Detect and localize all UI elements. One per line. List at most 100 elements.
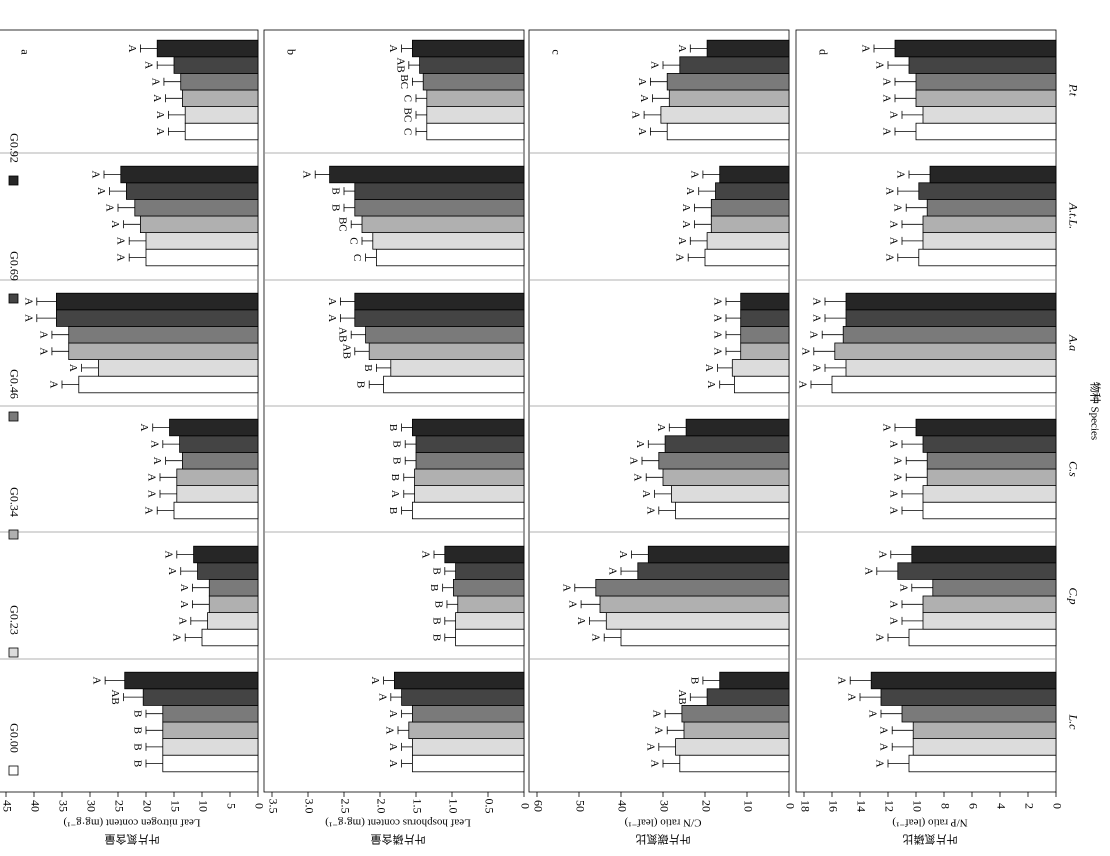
significance-label: A (674, 254, 686, 262)
bar (98, 359, 259, 377)
bar (68, 342, 259, 361)
bar (354, 198, 525, 217)
significance-label: A (845, 693, 857, 701)
tick-label: 20 (699, 800, 713, 812)
tick-label: 40 (615, 800, 629, 812)
legend-label: G0.34 (7, 487, 21, 517)
bar (184, 122, 259, 141)
bar (354, 182, 525, 200)
bar (710, 198, 790, 217)
bar (411, 705, 525, 723)
bar (444, 545, 525, 564)
bar (365, 325, 525, 344)
bar (393, 671, 525, 690)
bar (912, 721, 1057, 740)
bar (78, 375, 259, 394)
significance-label: A (866, 710, 878, 718)
significance-label: AB (394, 57, 406, 72)
bar (679, 754, 790, 773)
significance-label: A (887, 237, 899, 245)
significance-label: A (109, 220, 121, 228)
legend-swatch (8, 175, 19, 186)
legend-swatch (8, 411, 19, 422)
significance-label: A (606, 567, 618, 575)
bar (411, 39, 525, 58)
bar (706, 688, 790, 706)
significance-label: AB (337, 327, 349, 342)
significance-label: A (22, 298, 34, 306)
bar (180, 73, 259, 91)
bar (834, 342, 1057, 361)
significance-label: A (145, 473, 157, 481)
significance-label: B (428, 584, 440, 591)
y-axis-title: Leaf hosphorus content (mg·g⁻¹) (325, 816, 471, 828)
significance-label: A (89, 171, 101, 179)
y-axis-title: C/N ratio (leaf⁻¹) (624, 816, 701, 828)
bar (176, 468, 259, 487)
significance-label: A (636, 78, 648, 86)
bar (162, 721, 259, 740)
legend-swatch (8, 293, 19, 304)
significance-label: A (880, 78, 892, 86)
bar (179, 435, 259, 453)
tick-label: 50 (573, 800, 587, 812)
tick-label: 10 (196, 800, 210, 812)
significance-label: A (644, 507, 656, 515)
significance-label: B (391, 457, 403, 464)
tick-label: 0 (518, 803, 532, 809)
bar (124, 671, 259, 690)
significance-label: C (351, 254, 363, 261)
significance-label: A (880, 128, 892, 136)
significance-label: A (655, 424, 667, 432)
bar (706, 232, 790, 250)
significance-label: B (430, 567, 442, 574)
significance-label: A (648, 760, 660, 768)
significance-label: A (892, 457, 904, 465)
bar (361, 215, 525, 234)
significance-label: B (362, 364, 374, 371)
significance-label: A (67, 364, 79, 372)
significance-label: A (389, 490, 401, 498)
species-label: A.a (1066, 334, 1080, 351)
bar (845, 292, 1057, 311)
tick-label: 3.5 (266, 799, 280, 814)
significance-label: A (711, 298, 723, 306)
significance-label: A (138, 424, 150, 432)
significance-label: A (627, 457, 639, 465)
legend-item (8, 765, 19, 776)
y-axis-title: Leaf nitrogen content (mg·g⁻¹) (63, 816, 200, 828)
significance-label: A (878, 743, 890, 751)
tick-label: 16 (826, 800, 840, 812)
bar (908, 628, 1057, 647)
significance-label: B (131, 743, 143, 750)
significance-label: A (638, 94, 650, 102)
tick-label: 14 (854, 800, 868, 812)
significance-label: A (680, 204, 692, 212)
tick-label: 60 (531, 800, 545, 812)
significance-label: A (176, 617, 188, 625)
legend-label: G0.69 (7, 251, 21, 281)
significance-label: A (887, 507, 899, 515)
bar (184, 106, 259, 124)
bar (719, 671, 790, 690)
bar (173, 56, 259, 74)
bar (197, 562, 259, 580)
bar (375, 248, 525, 267)
bar (662, 468, 790, 487)
bar (637, 562, 790, 580)
significance-label: A (376, 693, 388, 701)
significance-label: A (876, 551, 888, 559)
significance-label: A (892, 473, 904, 481)
species-label: C.p (1066, 587, 1080, 604)
panel-label: d (816, 49, 830, 55)
tick-label: 1.0 (446, 799, 460, 814)
bar (666, 122, 790, 141)
tick-label: 25 (112, 800, 126, 812)
tick-label: 10 (741, 800, 755, 812)
significance-label: A (369, 677, 381, 685)
significance-label: B (387, 507, 399, 514)
bar (740, 292, 790, 311)
significance-label: A (705, 381, 717, 389)
bar (411, 738, 525, 756)
significance-label: A (887, 490, 899, 498)
